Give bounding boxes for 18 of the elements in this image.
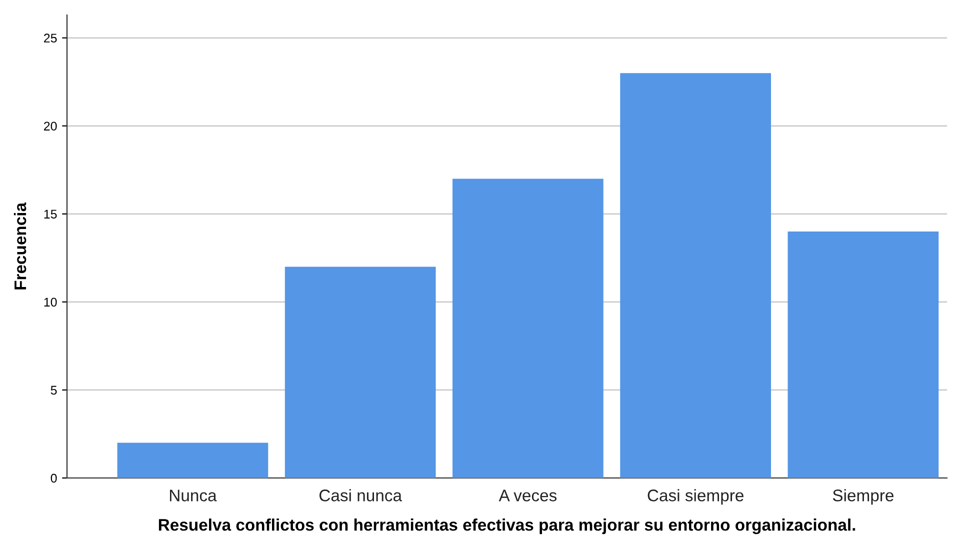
y-tick-label: 10 [44, 298, 57, 307]
x-tick-label: Nunca [170, 490, 217, 502]
bar [117, 442, 268, 478]
x-tick-label: Siempre [832, 489, 894, 505]
y-tick-label: 20 [44, 122, 57, 131]
y-tick-label: 5 [50, 386, 57, 395]
y-tick-label: 25 [44, 34, 57, 43]
y-tick-label: 15 [44, 210, 57, 219]
bar [620, 73, 771, 478]
x-tick-label: Casi nunca [319, 489, 402, 502]
x-tick-label: A veces [498, 490, 557, 502]
bar [284, 266, 436, 478]
y-axis-title: Frecuencia [14, 202, 26, 290]
bar [452, 178, 604, 478]
bar [788, 232, 939, 478]
x-tick-label: Casi siempre [648, 489, 744, 505]
x-axis-title: Resuelva conflictos con herramientas efectivas para mejorar su entorno organizacional. [158, 518, 856, 534]
y-tick-label: 0 [50, 474, 57, 483]
